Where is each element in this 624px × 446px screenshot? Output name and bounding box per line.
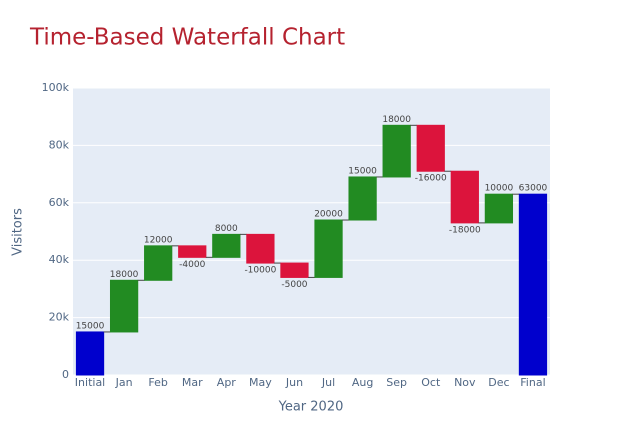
bar: [518, 193, 548, 376]
bar: [348, 176, 377, 221]
chart-title: Time-Based Waterfall Chart: [29, 25, 345, 51]
y-axis-title: Visitors: [11, 208, 26, 256]
bar: [75, 331, 105, 376]
data-label: 18000: [382, 115, 411, 125]
plot-area: [73, 88, 550, 375]
data-label: -16000: [415, 174, 447, 184]
x-tick-label: Feb: [148, 376, 167, 389]
data-label: -18000: [449, 225, 481, 235]
x-tick-label: Mar: [182, 376, 203, 389]
data-label: 20000: [314, 210, 343, 220]
bar: [212, 233, 241, 258]
y-tick-label: 60k: [49, 196, 70, 209]
y-tick-label: 0: [62, 368, 69, 381]
bar: [144, 245, 173, 281]
data-label: 12000: [144, 235, 173, 245]
bar: [416, 124, 445, 172]
x-tick-label: Jan: [115, 376, 133, 389]
data-label: 8000: [215, 224, 238, 234]
data-label: 15000: [348, 166, 377, 176]
x-axis-title: Year 2020: [278, 400, 344, 415]
data-label: -5000: [281, 280, 307, 290]
x-tick-label: Oct: [421, 376, 441, 389]
bar: [314, 219, 343, 278]
x-tick-label: Apr: [217, 376, 237, 389]
y-tick-label: 80k: [49, 138, 70, 151]
y-tick-label: 100k: [42, 81, 70, 94]
x-tick-label: Dec: [488, 376, 509, 389]
data-label: -4000: [179, 260, 205, 270]
x-tick-label: Jun: [285, 376, 303, 389]
bar: [484, 193, 514, 224]
y-tick-label: 20k: [49, 311, 70, 324]
x-tick-label: Jul: [321, 376, 335, 389]
bar: [178, 245, 207, 258]
x-tick-label: Initial: [75, 376, 105, 389]
x-tick-label: Final: [520, 376, 545, 389]
bar: [382, 124, 411, 178]
x-tick-label: Aug: [352, 376, 373, 389]
y-tick-label: 40k: [49, 253, 70, 266]
data-label: 18000: [110, 270, 139, 280]
x-tick-label: Sep: [386, 376, 407, 389]
data-label: 63000: [519, 184, 548, 194]
data-label: -10000: [244, 266, 276, 276]
bar: [246, 233, 275, 264]
x-tick-label: Nov: [454, 376, 476, 389]
data-label: 15000: [76, 321, 105, 331]
data-label: 10000: [485, 184, 514, 194]
x-tick-label: May: [249, 376, 272, 389]
bar: [450, 170, 479, 224]
bar: [109, 279, 139, 333]
bar: [280, 262, 309, 278]
